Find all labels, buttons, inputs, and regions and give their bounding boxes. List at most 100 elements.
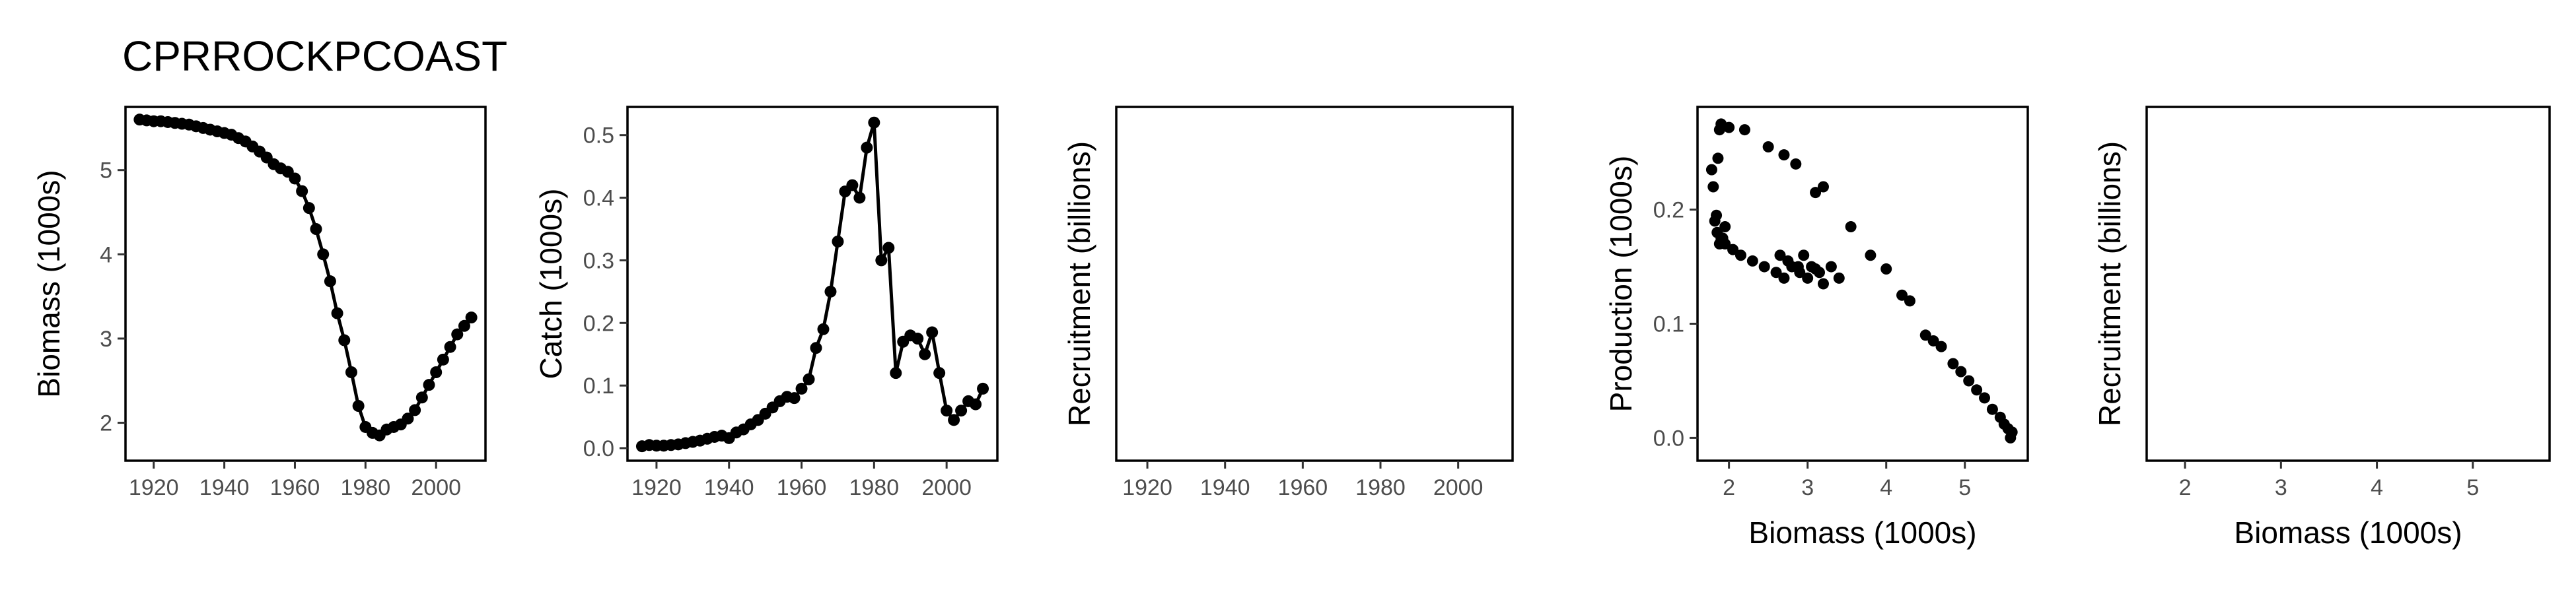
data-point xyxy=(2006,426,2018,438)
y-axis-label: Catch (1000s) xyxy=(534,189,568,380)
data-point xyxy=(1986,403,1998,415)
data-point xyxy=(948,414,960,426)
x-tick-label: 1960 xyxy=(270,475,320,500)
data-point xyxy=(1711,209,1723,221)
data-point xyxy=(1735,249,1746,261)
x-tick-label: 1980 xyxy=(849,475,900,500)
y-tick-label: 0.2 xyxy=(583,311,614,336)
data-point xyxy=(1778,149,1790,161)
data-point xyxy=(1817,278,1829,290)
data-point xyxy=(941,405,953,417)
data-point xyxy=(331,307,343,319)
data-point xyxy=(352,400,365,412)
data-point xyxy=(1792,261,1804,273)
data-point xyxy=(1770,267,1782,279)
x-tick-label: 1920 xyxy=(631,475,682,500)
data-point xyxy=(977,382,989,395)
data-point xyxy=(1712,152,1724,164)
data-point xyxy=(458,319,470,332)
data-point xyxy=(1845,221,1857,233)
x-tick-label: 1920 xyxy=(129,475,179,500)
x-tick-label: 5 xyxy=(1958,475,1971,500)
x-tick-label: 2000 xyxy=(1433,475,1484,500)
data-point xyxy=(1746,255,1758,267)
data-point xyxy=(1790,158,1802,170)
data-point xyxy=(955,405,968,417)
y-tick-label: 5 xyxy=(100,158,112,183)
plot-frame xyxy=(124,106,487,462)
y-tick-label: 0.0 xyxy=(1653,426,1684,451)
data-point xyxy=(1762,141,1774,153)
data-point xyxy=(1927,335,1939,346)
x-tick-label: 3 xyxy=(1801,475,1814,500)
data-point xyxy=(861,141,873,154)
chart-panel-5: 2 3 4 5 Recruitment (billions) Biomass (1000s… xyxy=(2093,106,2551,550)
x-tick-label: 2000 xyxy=(411,475,461,500)
data-point xyxy=(289,172,301,185)
plot-frame xyxy=(1696,106,2029,462)
chart-panel-2: 1920 1940 1960 1980 2000 0.0 0.1 0.2 0.3 0.4 0.5 Ca… xyxy=(534,106,999,500)
x-tick-label: 3 xyxy=(2275,475,2287,500)
plot-frame xyxy=(2145,106,2551,462)
data-point xyxy=(919,348,931,360)
data-point xyxy=(430,366,443,378)
chart-panel-1: 1920 1940 1960 1980 2000 2 3 4 5 Biomass (1000s) xyxy=(32,106,487,500)
data-point xyxy=(810,342,822,354)
x-tick-label: 1960 xyxy=(1278,475,1328,500)
y-tick-label: 4 xyxy=(100,242,112,267)
data-point xyxy=(912,333,924,345)
y-axis-label: Recruitment (billions) xyxy=(1062,141,1096,426)
data-point xyxy=(1778,272,1790,284)
chart-panel-3: 1920 1940 1960 1980 2000 Recruitment (billion… xyxy=(1062,106,1514,500)
y-tick-label: 0.1 xyxy=(583,374,614,399)
y-tick-label: 0.0 xyxy=(583,436,614,461)
x-tick-label: 2 xyxy=(2179,475,2192,500)
x-tick-label: 5 xyxy=(2466,475,2479,500)
data-point xyxy=(1802,272,1814,284)
x-tick-label: 2000 xyxy=(921,475,972,500)
y-tick-label: 0.5 xyxy=(583,123,614,148)
series-line xyxy=(139,117,473,438)
chart-title: CPRROCKPCOAST xyxy=(122,32,508,80)
chart-panel-4: 2 3 4 5 0.0 0.1 0.2 Production (1000s) Biomass (… xyxy=(1604,106,2029,550)
data-point xyxy=(423,379,435,391)
data-point xyxy=(1833,272,1845,284)
y-axis-label: Recruitment (billions) xyxy=(2093,141,2127,426)
data-point xyxy=(1738,124,1750,136)
data-point xyxy=(1880,263,1892,275)
data-point xyxy=(1963,375,1975,387)
data-point xyxy=(1896,289,1908,301)
data-point xyxy=(803,373,815,385)
data-point xyxy=(402,412,414,425)
data-point xyxy=(1707,181,1719,193)
data-point xyxy=(317,248,330,261)
data-point xyxy=(465,312,478,324)
data-point xyxy=(875,254,888,267)
data-point xyxy=(310,223,322,236)
data-point xyxy=(1825,261,1837,273)
y-tick-label: 0.2 xyxy=(1653,198,1684,223)
data-point xyxy=(415,391,428,404)
data-point xyxy=(324,275,336,288)
data-point xyxy=(832,235,844,248)
y-axis-label: Production (1000s) xyxy=(1604,156,1638,412)
data-point xyxy=(846,179,859,191)
x-tick-label: 2 xyxy=(1723,475,1735,500)
data-point xyxy=(1810,187,1822,199)
data-point xyxy=(890,367,902,380)
x-tick-label: 4 xyxy=(2371,475,2383,500)
data-point xyxy=(1806,261,1818,273)
plot-frame xyxy=(626,106,999,462)
y-tick-label: 0.3 xyxy=(583,248,614,273)
data-point xyxy=(1774,249,1786,261)
data-point xyxy=(451,328,464,341)
series-line xyxy=(641,122,985,448)
data-point xyxy=(1723,121,1735,133)
x-tick-label: 1940 xyxy=(1200,475,1250,500)
data-point xyxy=(795,382,808,395)
data-point xyxy=(1955,366,1967,378)
x-axis-label: Biomass (1000s) xyxy=(2234,515,2462,550)
data-point xyxy=(409,404,421,416)
data-point xyxy=(444,341,456,353)
data-point xyxy=(1758,261,1770,273)
